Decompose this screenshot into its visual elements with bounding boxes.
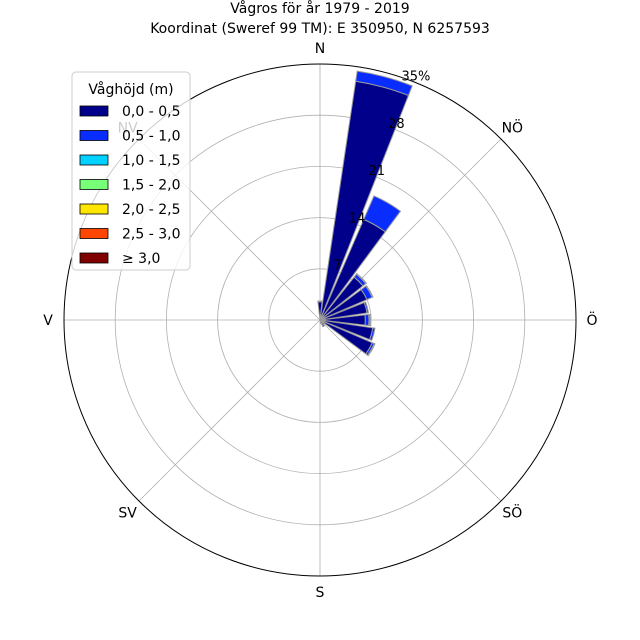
rose-bar-segment <box>319 319 322 325</box>
rose-bar-segment <box>368 313 371 327</box>
legend-entry-label: 0,5 - 1,0 <box>122 129 180 145</box>
legend-swatch <box>79 179 109 190</box>
legend-entry-label: ≥ 3,0 <box>122 251 160 267</box>
legend-entry-label: 0,0 - 0,5 <box>122 104 180 120</box>
rose-bar-segment <box>355 70 413 97</box>
direction-label: N <box>315 41 325 57</box>
chart-title: Vågros för år 1979 - 2019 <box>230 0 409 17</box>
radial-tick-label: 35% <box>402 69 431 84</box>
legend-swatch <box>79 154 109 166</box>
chart-subtitle: Koordinat (Sweref 99 TM): E 350950, N 62… <box>150 21 490 37</box>
rose-bar-segment <box>363 195 402 233</box>
outer-ring <box>63 63 577 577</box>
legend-swatch <box>79 105 109 117</box>
direction-label: Ö <box>586 311 597 329</box>
radial-tick-labels: 7 14 21 28 35% <box>333 69 430 273</box>
legend-entry-label: 1,0 - 1,5 <box>122 153 180 169</box>
rose-bar-segment <box>369 327 376 342</box>
direction-label: V <box>43 313 53 329</box>
legend-swatch <box>79 252 109 264</box>
legend-swatch <box>79 203 109 215</box>
legend-title: Våghöjd (m) <box>88 81 173 98</box>
radial-tick-label: 28 <box>388 117 405 132</box>
legend-box <box>71 71 191 271</box>
rose-bar-segment <box>355 272 368 285</box>
radial-tick-label: 14 <box>349 211 366 226</box>
polar-grid <box>63 63 577 577</box>
legend-entry-label: 1,5 - 2,0 <box>122 178 180 194</box>
legend-swatch <box>79 130 109 141</box>
direction-label: SÖ <box>502 503 522 521</box>
radial-tick-label: 7 <box>333 259 341 274</box>
direction-label: NÖ <box>502 119 524 137</box>
legend-entry-label: 2,5 - 3,0 <box>122 227 180 243</box>
direction-label: S <box>316 585 325 601</box>
legend-swatch <box>79 228 109 239</box>
rose-bar-segment <box>366 342 376 357</box>
rose-bar-segment <box>317 300 323 303</box>
grid-spoke <box>138 319 321 502</box>
direction-label: SV <box>118 505 137 521</box>
rose-bar-segment <box>365 284 374 298</box>
legend-entry-label: 2,0 - 2,5 <box>122 202 180 218</box>
rose-bar-segment <box>363 301 370 314</box>
legend: Våghöjd (m) 0,0 - 0,5 0,5 - 1,0 1,0 - 1,5 1,… <box>71 71 191 271</box>
grid-spoke <box>319 319 502 502</box>
radial-tick-label: 21 <box>369 164 386 179</box>
rose-bars <box>317 70 413 357</box>
